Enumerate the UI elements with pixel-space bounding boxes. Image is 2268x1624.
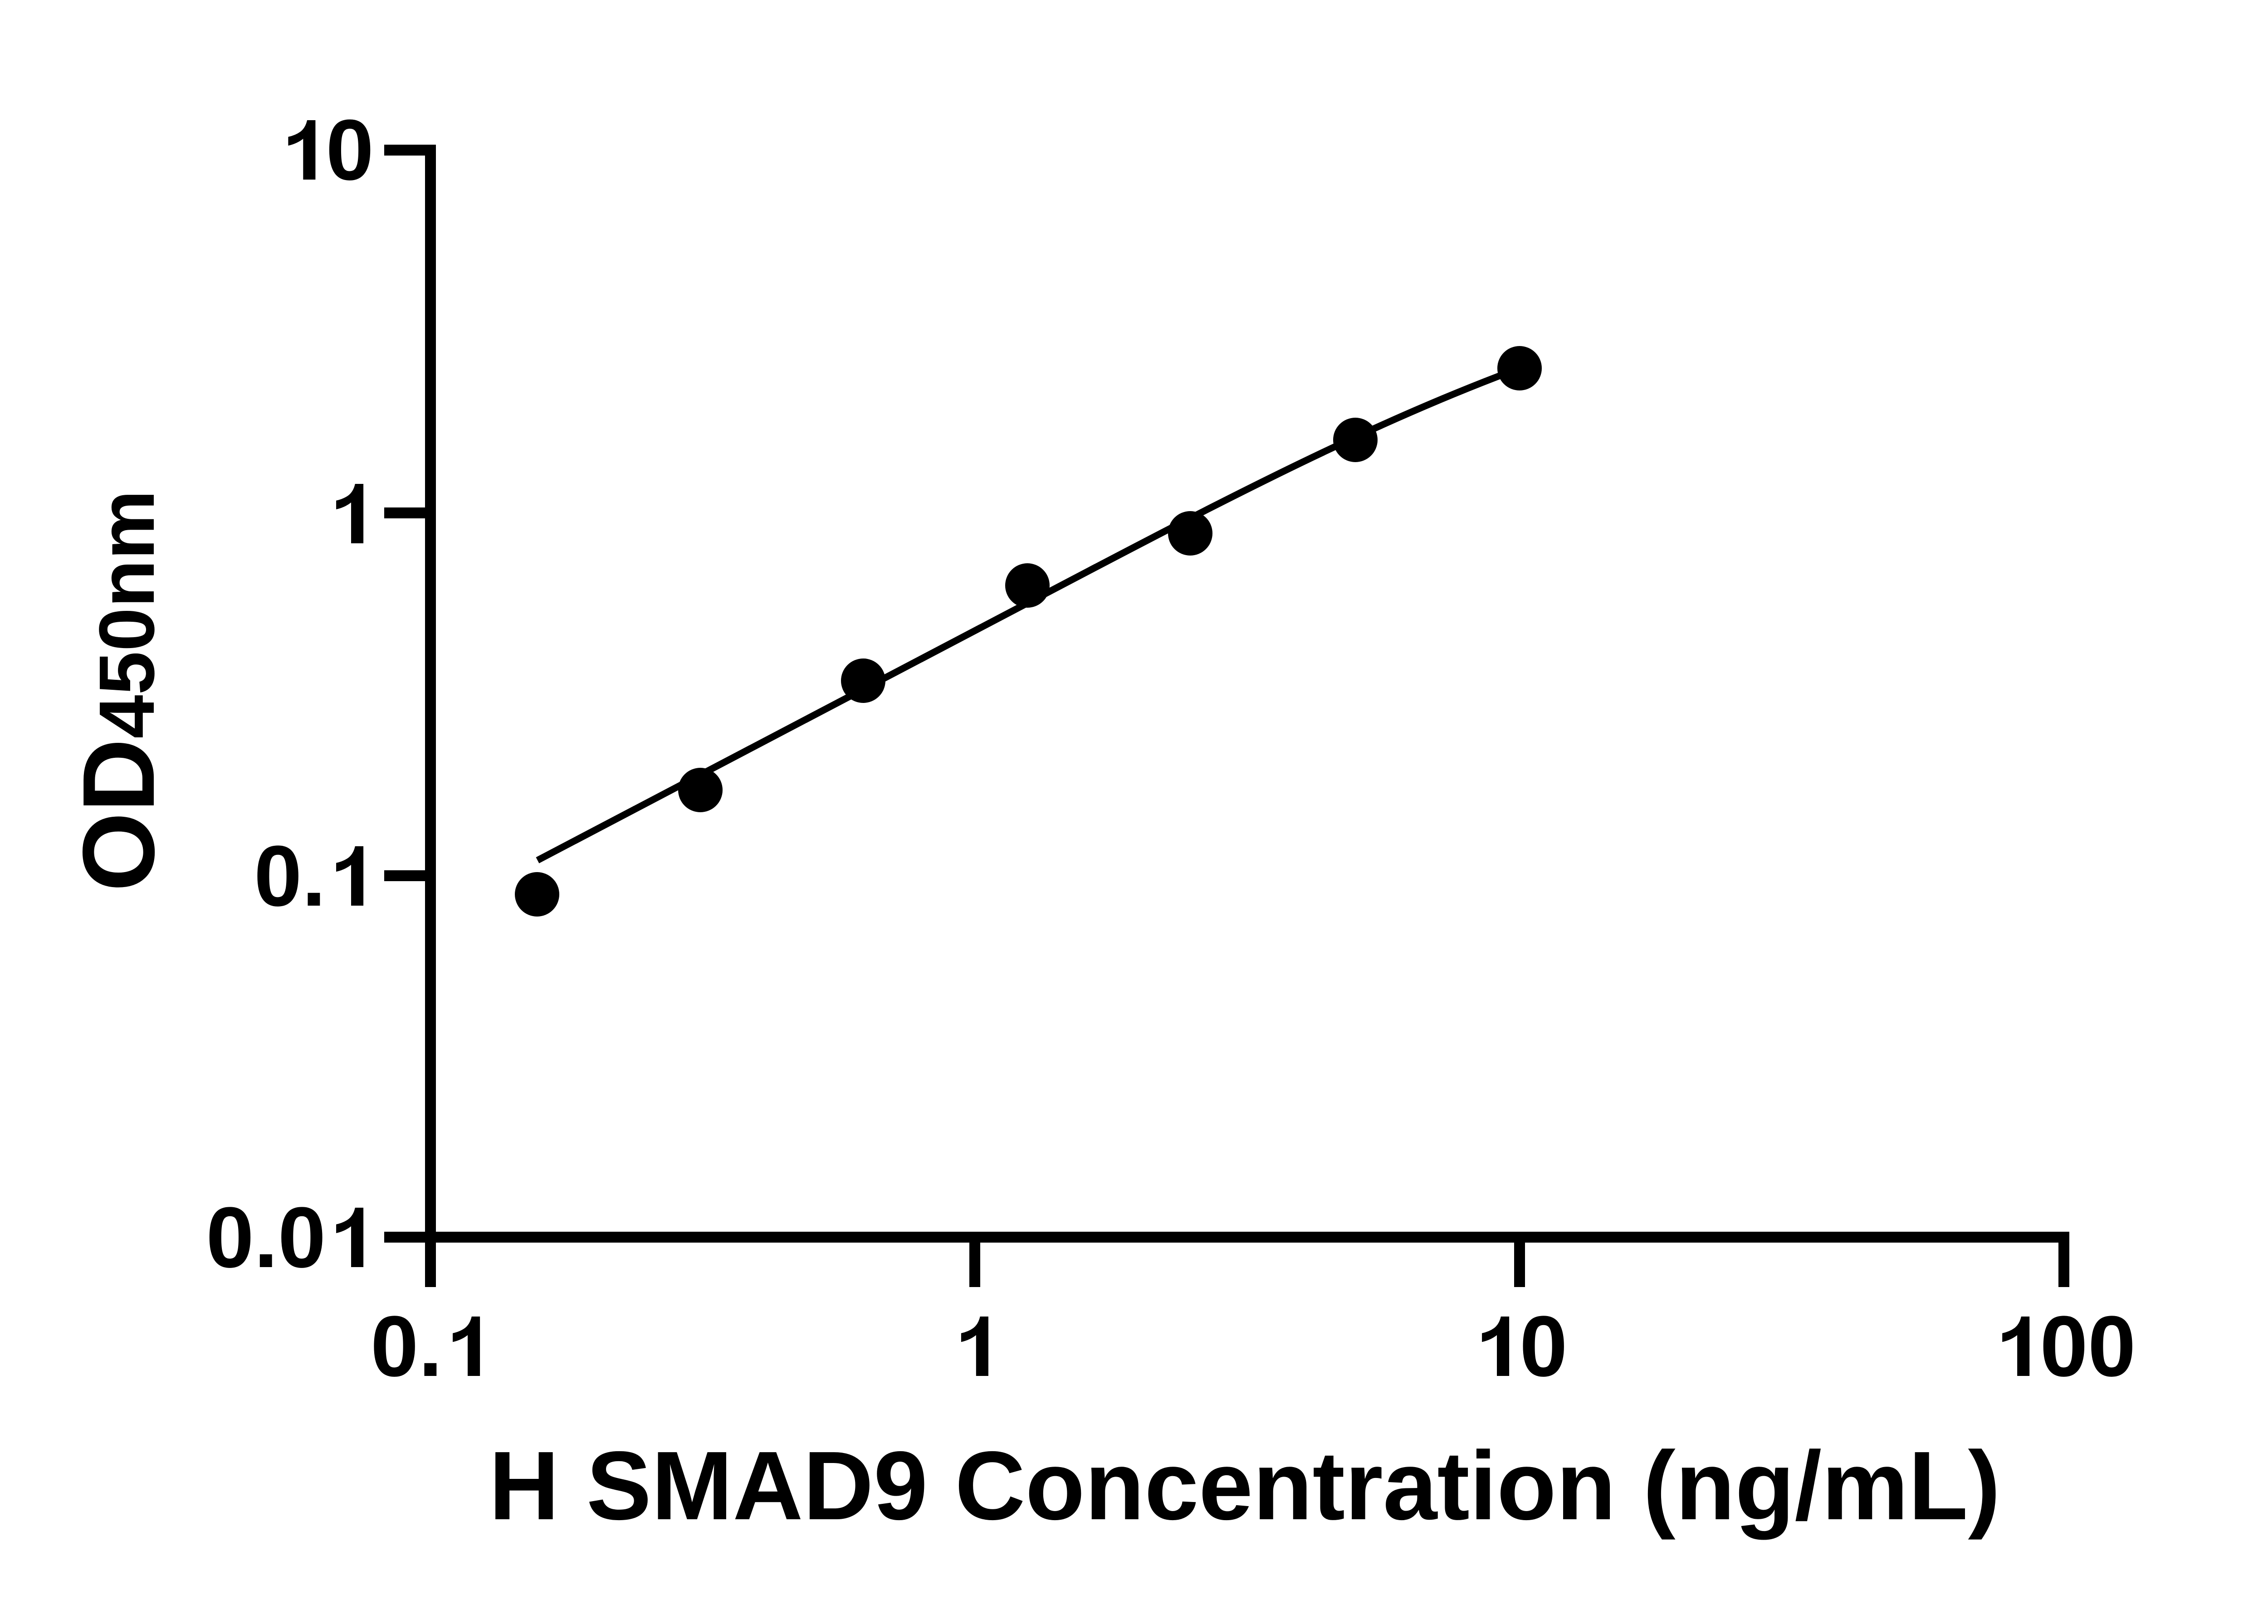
svg-text:0: 0	[326, 102, 374, 198]
svg-text:0.: 0.	[254, 828, 326, 924]
svg-text:00: 00	[2040, 1298, 2136, 1395]
svg-text:H SMAD9 Concentration (ng/mL): H SMAD9 Concentration (ng/mL)	[489, 1431, 2000, 1540]
svg-text:0: 0	[1520, 1298, 1568, 1395]
svg-text:0.: 0.	[371, 1298, 442, 1395]
svg-text:0.0: 0.0	[206, 1190, 326, 1286]
